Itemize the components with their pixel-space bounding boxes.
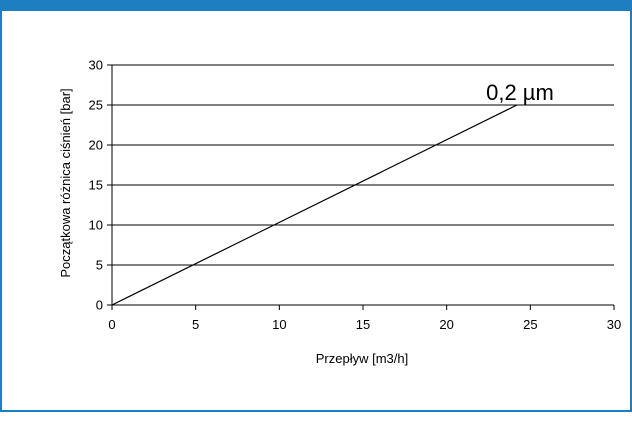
y-tick-label: 20	[89, 138, 103, 153]
y-tick-label: 30	[89, 58, 103, 73]
grid	[112, 64, 614, 266]
y-tick-label: 5	[96, 258, 103, 273]
x-tick-label: 15	[356, 317, 370, 332]
y-tick-label: 10	[89, 218, 103, 233]
series-line-0	[111, 104, 518, 306]
y-tick-label: 0	[96, 298, 103, 313]
x-tick-label: 25	[523, 317, 537, 332]
y-axis-ticks: 0 5 10 15 20 25 30	[89, 58, 112, 313]
x-tick-label: 10	[272, 317, 286, 332]
y-tick-label: 25	[89, 98, 103, 113]
y-axis-title: Początkowa różnica ciśnień [bar]	[58, 88, 73, 277]
x-axis-ticks: 0 5 10 15 20 25 30	[108, 305, 621, 332]
x-tick-label: 0	[108, 317, 115, 332]
chart: 0 5 10 15 20 25 30 0 5 10 15 20 25 30 0,2 µm Przepły…	[58, 58, 621, 367]
x-tick-label: 30	[607, 317, 621, 332]
x-axis-title: Przepływ [m3/h]	[316, 351, 408, 366]
series: 0,2 µm	[111, 80, 554, 306]
chart-frame: 0 5 10 15 20 25 30 0 5 10 15 20 25 30 0,2 µm Przepły…	[0, 0, 632, 412]
y-tick-label: 15	[89, 178, 103, 193]
x-tick-label: 5	[192, 317, 199, 332]
series-label: 0,2 µm	[486, 80, 554, 105]
x-tick-label: 20	[439, 317, 453, 332]
